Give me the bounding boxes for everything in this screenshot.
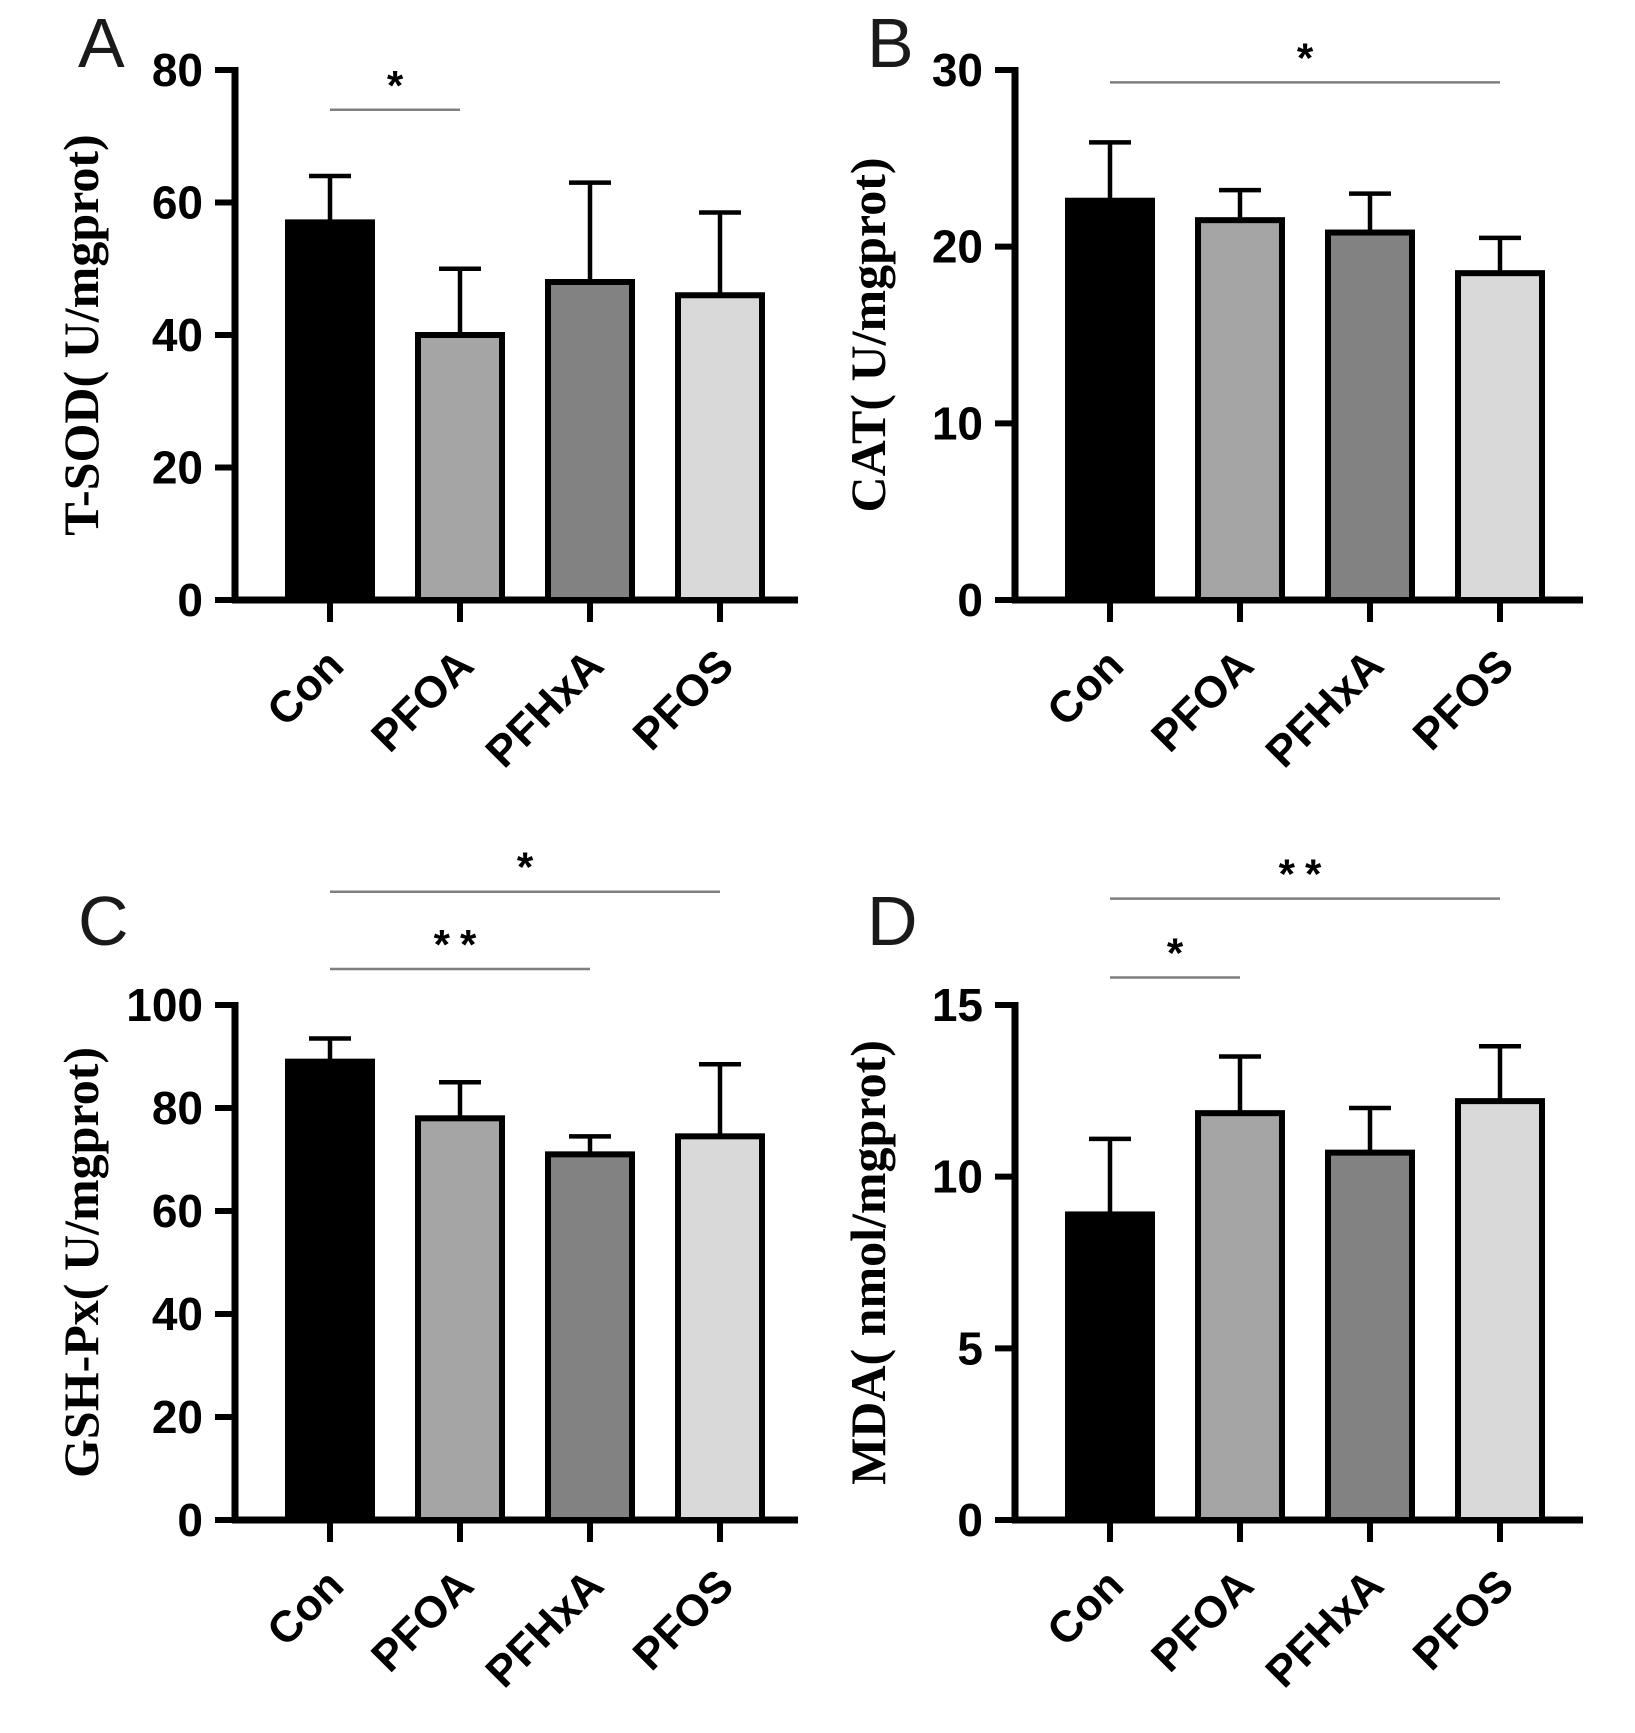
category-label-Con: Con bbox=[258, 1560, 353, 1655]
y-tick-label-40: 40 bbox=[152, 309, 203, 361]
bar-PFOA bbox=[1195, 1110, 1285, 1523]
y-tick-label-20: 20 bbox=[152, 442, 203, 494]
panel-letter-c: C bbox=[78, 882, 129, 960]
bar-PFOA bbox=[415, 1115, 505, 1523]
bar-PFOS bbox=[1455, 1098, 1545, 1523]
y-axis-title: CAT( U/mgprot) bbox=[840, 157, 896, 512]
y-tick-label-40: 40 bbox=[152, 1288, 203, 1340]
category-label-PFOA: PFOA bbox=[362, 1560, 483, 1681]
category-label-PFHxA: PFHxA bbox=[476, 1560, 613, 1697]
y-axis-title: GSH-Px( U/mgprot) bbox=[53, 1047, 109, 1478]
bar-PFHxA bbox=[1325, 229, 1415, 604]
category-label-PFOA: PFOA bbox=[1142, 1560, 1263, 1681]
panel-letter-b: B bbox=[867, 4, 914, 82]
bar-PFHxA bbox=[545, 1151, 635, 1523]
bar-PFOS bbox=[1455, 270, 1545, 603]
bar-PFOS bbox=[675, 1133, 765, 1523]
y-tick-label-20: 20 bbox=[152, 1391, 203, 1443]
y-tick-label-15: 15 bbox=[932, 979, 983, 1031]
y-tick-label-10: 10 bbox=[932, 1151, 983, 1203]
category-label-PFHxA: PFHxA bbox=[1256, 640, 1393, 770]
category-label-PFOA: PFOA bbox=[1142, 640, 1263, 761]
bar-Con bbox=[285, 1058, 375, 1523]
sig-stars-Con-PFOA: * bbox=[1167, 930, 1184, 977]
sig-stars-Con-PFOA: * bbox=[387, 62, 404, 109]
category-label-Con: Con bbox=[1038, 1560, 1133, 1655]
bar-PFOA bbox=[1195, 217, 1285, 604]
bar-PFOA bbox=[415, 332, 505, 603]
category-label-Con: Con bbox=[258, 640, 353, 735]
bar-Con bbox=[1065, 197, 1155, 603]
y-tick-label-10: 10 bbox=[932, 397, 983, 449]
bar-PFOS bbox=[675, 292, 765, 603]
sig-stars-Con-PFOS: * bbox=[517, 844, 534, 891]
category-label-PFOS: PFOS bbox=[1404, 1560, 1523, 1679]
category-label-PFOA: PFOA bbox=[362, 640, 483, 761]
y-axis-title: MDA( nmol/mgprot) bbox=[840, 1040, 896, 1485]
sig-stars-Con-PFOS: ** bbox=[1279, 851, 1332, 898]
y-tick-label-5: 5 bbox=[957, 1322, 983, 1374]
y-tick-label-60: 60 bbox=[152, 1185, 203, 1237]
y-tick-label-100: 100 bbox=[126, 979, 203, 1031]
y-tick-label-80: 80 bbox=[152, 1082, 203, 1134]
category-label-PFOS: PFOS bbox=[624, 640, 743, 759]
y-tick-label-0: 0 bbox=[957, 1494, 983, 1546]
bar-Con bbox=[1065, 1211, 1155, 1523]
sig-stars-Con-PFOS: * bbox=[1297, 34, 1314, 81]
sig-stars-Con-PFHxA: ** bbox=[434, 921, 487, 968]
y-tick-label-0: 0 bbox=[957, 574, 983, 626]
y-tick-label-0: 0 bbox=[177, 1494, 203, 1546]
bar-Con bbox=[285, 219, 375, 603]
panel-letter-d: D bbox=[867, 882, 918, 960]
category-label-PFOS: PFOS bbox=[1404, 640, 1523, 759]
y-tick-label-30: 30 bbox=[932, 44, 983, 96]
panel-letter-a: A bbox=[78, 4, 125, 82]
category-label-PFHxA: PFHxA bbox=[476, 640, 613, 770]
category-label-PFOS: PFOS bbox=[624, 1560, 743, 1679]
category-label-Con: Con bbox=[1038, 640, 1133, 735]
y-tick-label-80: 80 bbox=[152, 44, 203, 96]
category-label-PFHxA: PFHxA bbox=[1256, 1560, 1393, 1697]
bar-PFHxA bbox=[1325, 1149, 1415, 1523]
y-tick-label-60: 60 bbox=[152, 177, 203, 229]
y-tick-label-0: 0 bbox=[177, 574, 203, 626]
y-axis-title: T-SOD( U/mgprot) bbox=[53, 134, 109, 535]
bar-PFHxA bbox=[545, 279, 635, 603]
y-tick-label-20: 20 bbox=[932, 221, 983, 273]
